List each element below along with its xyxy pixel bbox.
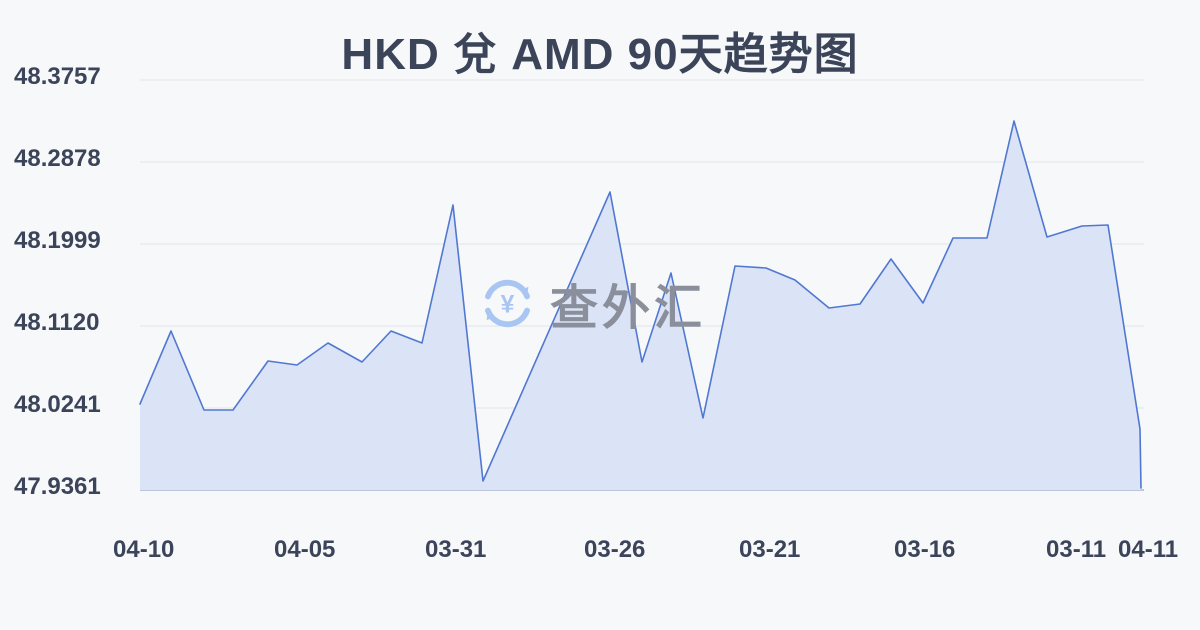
svg-text:¥: ¥ (501, 291, 515, 318)
